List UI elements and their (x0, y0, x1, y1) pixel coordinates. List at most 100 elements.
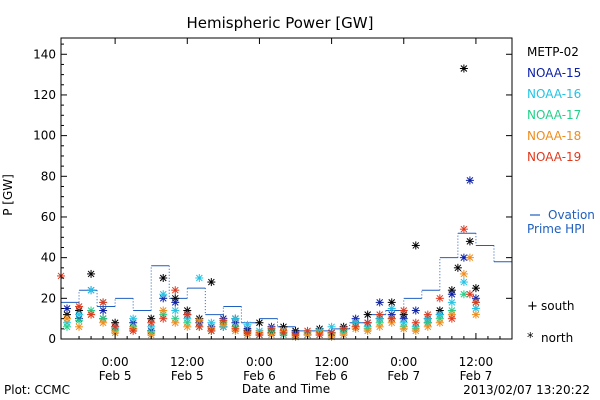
data-point (99, 318, 108, 327)
data-point (423, 322, 432, 331)
data-point (387, 304, 396, 313)
data-point (411, 306, 420, 315)
marker-legend-symbol: + (527, 299, 538, 314)
model-line-layer (61, 232, 513, 332)
data-point (363, 310, 372, 319)
data-point (465, 290, 474, 299)
data-point (267, 324, 276, 333)
data-point (129, 326, 138, 335)
marker-legend-label: north (541, 331, 573, 345)
x-tick-date-label: Feb 7 (387, 369, 420, 383)
y-tick-label: 120 (33, 88, 56, 102)
data-point (279, 328, 288, 337)
plot-credit: Plot: CCMC (4, 383, 70, 397)
data-point (471, 310, 480, 319)
data-point (207, 326, 216, 335)
data-point (435, 318, 444, 327)
data-point (363, 326, 372, 335)
x-tick-time-label: 0:00 (102, 355, 129, 369)
data-point (411, 326, 420, 335)
x-tick-time-label: 12:00 (314, 355, 349, 369)
data-point (465, 253, 474, 262)
model-legend-label-2: Prime HPI (527, 222, 585, 236)
data-point (75, 322, 84, 331)
data-point (195, 322, 204, 331)
legend-entry: NOAA-17 (527, 108, 581, 122)
data-point (171, 318, 180, 327)
data-point (453, 263, 462, 272)
data-point (219, 316, 228, 325)
legend-entry: NOAA-18 (527, 129, 581, 143)
y-tick-label: 0 (48, 332, 56, 346)
marker-legend-label: south (541, 299, 575, 313)
data-point (147, 330, 156, 339)
y-tick-label: 60 (41, 210, 56, 224)
data-point (351, 322, 360, 331)
y-axis: 0 20 40 60 80 100 120 140 (33, 43, 512, 346)
data-point (291, 330, 300, 339)
data-point (387, 314, 396, 323)
data-point (183, 310, 192, 319)
data-point (159, 290, 168, 299)
x-tick-date-label: Feb 7 (460, 369, 493, 383)
x-tick-date-label: Feb 6 (315, 369, 348, 383)
data-point (375, 322, 384, 331)
x-tick-time-label: 0:00 (246, 355, 273, 369)
chart-title: Hemispheric Power [GW] (187, 14, 374, 32)
data-point (87, 310, 96, 319)
data-point (399, 306, 408, 315)
data-point (99, 298, 108, 307)
data-point (459, 269, 468, 278)
scatter-points-layer (57, 64, 480, 341)
data-point (207, 278, 216, 287)
x-tick-date-label: Feb 5 (99, 369, 132, 383)
data-point (87, 286, 96, 295)
data-point (63, 322, 72, 331)
model-legend: Ovation Prime HPI (527, 208, 595, 236)
data-point (243, 320, 252, 329)
legend-entry: NOAA-16 (527, 87, 581, 101)
data-point (459, 278, 468, 287)
data-point (159, 314, 168, 323)
marker-legend-symbol: * (527, 331, 534, 346)
data-point (129, 314, 138, 323)
plot-timestamp: 2013/02/07 13:20:22 (463, 383, 590, 397)
data-point (231, 314, 240, 323)
data-point (339, 324, 348, 333)
data-point (111, 322, 120, 331)
data-point (195, 273, 204, 282)
data-point (159, 273, 168, 282)
data-point (243, 328, 252, 337)
data-point (471, 284, 480, 293)
data-point (375, 298, 384, 307)
x-tick-time-label: 12:00 (170, 355, 205, 369)
data-point (411, 318, 420, 327)
data-point (63, 304, 72, 313)
data-point (459, 64, 468, 73)
y-tick-label: 140 (33, 47, 56, 61)
data-point (375, 310, 384, 319)
data-point (75, 302, 84, 311)
data-point (327, 328, 336, 337)
x-axis-label: Date and Time (242, 382, 330, 396)
y-axis-label: P [GW] (1, 174, 15, 216)
x-tick-time-label: 0:00 (390, 355, 417, 369)
data-point (459, 225, 468, 234)
data-point (303, 326, 312, 335)
data-point (183, 322, 192, 331)
y-tick-label: 100 (33, 129, 56, 143)
data-point (171, 306, 180, 315)
y-tick-label: 20 (41, 291, 56, 305)
legend-entry: METP-02 (527, 45, 579, 59)
data-point (171, 286, 180, 295)
data-point (99, 306, 108, 315)
series-legend: METP-02 NOAA-15 NOAA-16 NOAA-17 NOAA-18 NOAA-… (527, 45, 581, 164)
data-point (363, 318, 372, 327)
data-point (411, 241, 420, 250)
model-legend-label-1: Ovation (548, 208, 595, 222)
legend-entry: NOAA-19 (527, 150, 581, 164)
data-point (471, 298, 480, 307)
x-tick-date-label: Feb 6 (243, 369, 276, 383)
plot-frame (60, 37, 513, 340)
